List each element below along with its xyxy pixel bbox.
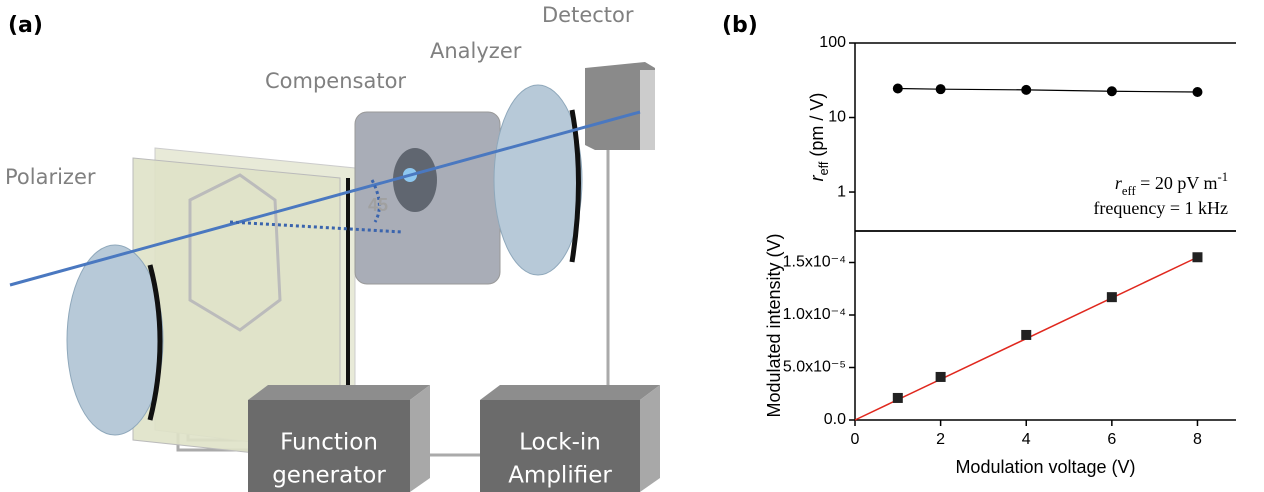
box-side bbox=[410, 385, 430, 492]
data-point bbox=[893, 84, 903, 94]
data-point bbox=[936, 84, 946, 94]
y-axis-label: Modulated intensity (V) bbox=[764, 233, 784, 417]
box-side bbox=[640, 385, 660, 492]
text-part: eff bbox=[1122, 184, 1137, 198]
y-tick-label: 1.0x10⁻⁴ bbox=[783, 306, 846, 323]
box-top bbox=[480, 385, 660, 400]
data-point bbox=[1192, 87, 1202, 97]
data-point bbox=[1021, 85, 1031, 95]
text-part: (pm / V) bbox=[807, 93, 827, 162]
y-tick-label: 5.0x10⁻⁵ bbox=[783, 359, 846, 376]
figure: (a) (b) 45 Function generator Lock-in Am… bbox=[0, 0, 1264, 492]
y-tick-label: 100 bbox=[819, 34, 846, 51]
angle-label: 45 bbox=[368, 195, 388, 215]
text-part: eff bbox=[817, 161, 831, 175]
box-label: Lock-in bbox=[519, 430, 601, 456]
data-point bbox=[1107, 86, 1117, 96]
box-label: generator bbox=[272, 463, 386, 489]
text-part: -1 bbox=[1218, 170, 1229, 184]
text-part: = 20 pV m bbox=[1136, 173, 1218, 193]
y-tick-label: 10 bbox=[828, 109, 846, 126]
data-point bbox=[1021, 330, 1031, 340]
box-top bbox=[248, 385, 430, 400]
panel-label: (b) bbox=[722, 13, 758, 38]
polarizer bbox=[67, 245, 163, 435]
data-point bbox=[893, 393, 903, 403]
component-label: Detector bbox=[542, 3, 634, 27]
y-tick-label: 1.5x10⁻⁴ bbox=[783, 254, 846, 271]
component-label: Compensator bbox=[265, 69, 406, 93]
text-part: frequency = 1 kHz bbox=[1093, 198, 1228, 218]
detector-face bbox=[640, 70, 655, 150]
y-tick-label: 0.0 bbox=[824, 411, 846, 428]
x-tick-label: 4 bbox=[1022, 431, 1031, 448]
component-label: Polarizer bbox=[5, 165, 96, 189]
annotation: reff = 20 pV m-1 bbox=[1115, 170, 1228, 198]
x-tick-label: 2 bbox=[936, 431, 945, 448]
box-label: Amplifier bbox=[508, 463, 612, 489]
component-label: Analyzer bbox=[430, 39, 522, 63]
y-axis-label: reff (pm / V) bbox=[807, 93, 832, 182]
x-axis-label: Modulation voltage (V) bbox=[955, 457, 1135, 477]
compensator-window bbox=[393, 148, 437, 212]
annotation: frequency = 1 kHz bbox=[1093, 198, 1228, 218]
x-tick-label: 8 bbox=[1193, 431, 1202, 448]
data-point bbox=[1107, 292, 1117, 302]
x-tick-label: 6 bbox=[1107, 431, 1116, 448]
data-point bbox=[1192, 252, 1202, 262]
data-point bbox=[936, 372, 946, 382]
panel-label: (a) bbox=[8, 13, 43, 38]
x-tick-label: 0 bbox=[851, 431, 860, 448]
box-label: Function bbox=[280, 430, 378, 456]
analyzer bbox=[494, 85, 582, 275]
y-tick-label: 1 bbox=[837, 183, 846, 200]
